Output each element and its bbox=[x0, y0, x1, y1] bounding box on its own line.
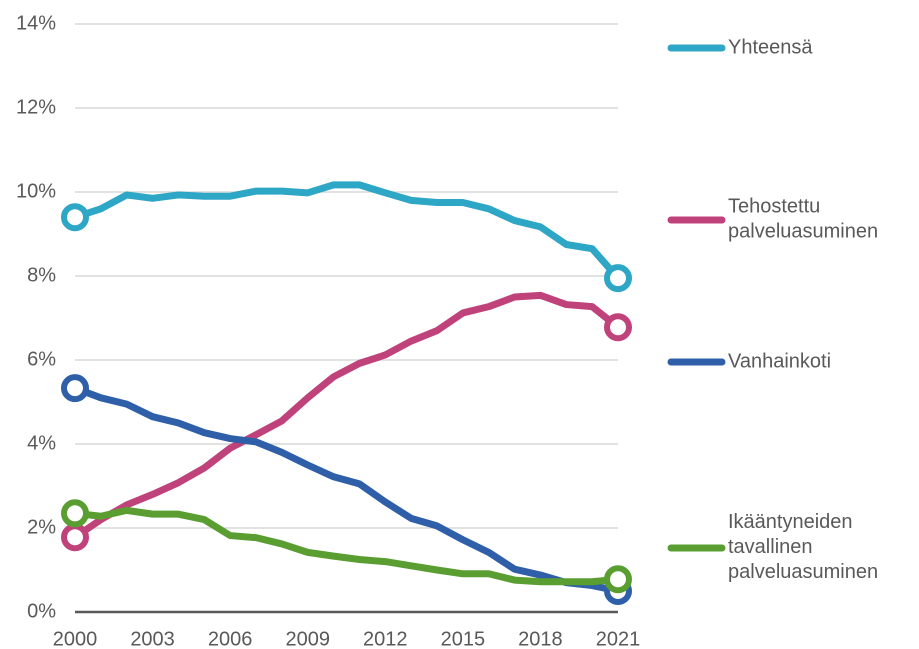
legend-line: palveluasuminen bbox=[728, 561, 878, 583]
x-tick-label: 2000 bbox=[53, 628, 98, 649]
end-marker bbox=[61, 374, 89, 403]
series-line bbox=[73, 291, 621, 541]
y-tick-label: 14% bbox=[16, 12, 56, 34]
end-marker bbox=[61, 499, 89, 528]
x-tick-label: 2015 bbox=[441, 628, 486, 649]
x-tick-label: 2006 bbox=[208, 628, 253, 649]
legend-label: Tehostettu palveluasuminen bbox=[728, 196, 878, 243]
x-tick-label: 2021 bbox=[596, 628, 641, 649]
end-marker bbox=[61, 523, 89, 552]
legend-line: Tehostettu bbox=[728, 196, 820, 218]
legend-label: Vanhainkoti bbox=[728, 350, 831, 372]
y-tick-label: 4% bbox=[27, 432, 56, 454]
series-line bbox=[73, 384, 619, 595]
legend-line: palveluasuminen bbox=[728, 221, 878, 243]
end-marker bbox=[61, 203, 89, 232]
x-tick-label: 2018 bbox=[518, 628, 563, 649]
y-tick-label: 10% bbox=[16, 180, 56, 202]
end-marker bbox=[604, 264, 632, 293]
y-tick-label: 12% bbox=[16, 96, 56, 118]
y-tick-label: 2% bbox=[27, 516, 56, 538]
y-tick-label: 0% bbox=[27, 600, 56, 622]
legend-label: Ikääntyneiden tavallinen palveluasuminen bbox=[728, 511, 878, 583]
series-line bbox=[73, 181, 621, 281]
legend-line: tavallinen bbox=[728, 536, 813, 558]
y-tick-label: 8% bbox=[27, 264, 56, 286]
end-marker bbox=[604, 565, 632, 594]
end-marker bbox=[604, 313, 632, 342]
x-tick-label: 2003 bbox=[130, 628, 175, 649]
legend-line: Ikääntyneiden bbox=[728, 511, 853, 533]
x-tick-label: 2009 bbox=[285, 628, 330, 649]
y-tick-label: 6% bbox=[27, 348, 56, 370]
series-line bbox=[74, 506, 619, 586]
x-tick-label: 2012 bbox=[363, 628, 408, 649]
legend-label: Yhteensä bbox=[728, 36, 813, 58]
